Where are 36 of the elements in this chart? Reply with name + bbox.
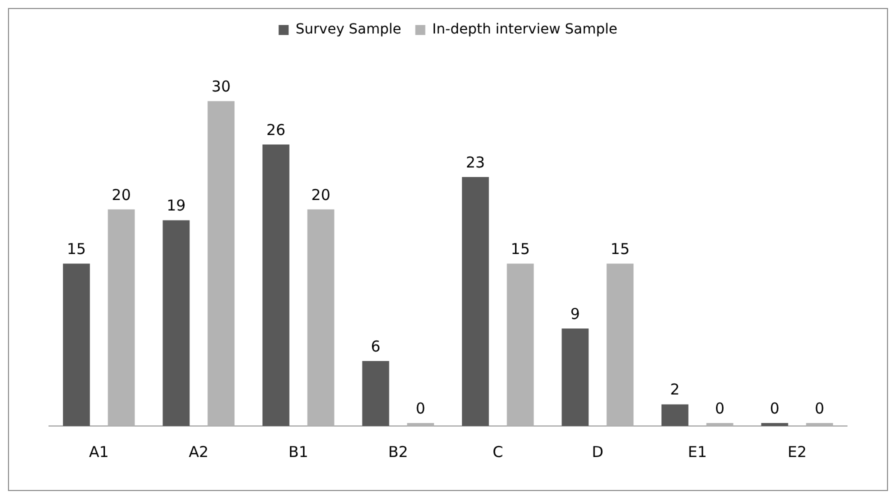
data-label: 15 <box>610 240 630 258</box>
x-tick-label: D <box>592 442 604 461</box>
bar <box>506 264 534 426</box>
bar <box>108 209 135 426</box>
data-label: 15 <box>66 240 86 258</box>
bar <box>208 101 235 426</box>
data-label: 20 <box>311 186 330 204</box>
x-tick-label: B1 <box>288 442 308 461</box>
x-tick-label: E2 <box>788 442 807 461</box>
data-label: 2 <box>670 380 680 399</box>
bar <box>307 209 334 426</box>
bar <box>606 264 634 426</box>
x-tick-label: B2 <box>388 442 408 461</box>
x-tick-label: A1 <box>88 442 109 461</box>
data-label: 0 <box>416 399 426 418</box>
x-tick-label: A2 <box>188 442 209 461</box>
x-tick-label: E1 <box>688 442 707 461</box>
data-label: 0 <box>814 399 824 418</box>
x-tick-label: C <box>492 442 504 461</box>
bar <box>262 144 290 426</box>
legend-label: In-depth interview Sample <box>432 22 618 38</box>
data-label: 19 <box>166 196 186 215</box>
data-label: 0 <box>770 399 780 418</box>
legend-label: Survey Sample <box>296 22 402 38</box>
data-label: 23 <box>466 153 485 172</box>
bar <box>162 220 190 426</box>
data-label: 9 <box>570 304 580 323</box>
bar <box>62 264 90 426</box>
data-label: 6 <box>370 337 380 356</box>
data-label: 0 <box>715 399 725 418</box>
data-label: 15 <box>510 240 530 258</box>
data-label: 20 <box>112 186 131 204</box>
data-label: 26 <box>266 120 286 139</box>
data-label: 30 <box>212 78 231 96</box>
bar <box>462 176 489 426</box>
bar <box>562 328 589 426</box>
